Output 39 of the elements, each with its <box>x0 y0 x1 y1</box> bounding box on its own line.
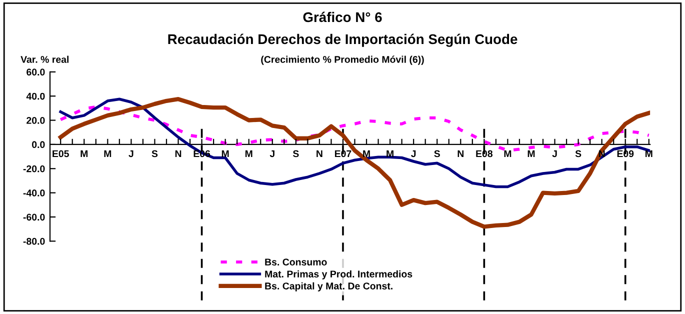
x-tick-label: J <box>411 150 416 158</box>
x-tick-label: S <box>434 150 440 158</box>
y-tick-label: -20.0 <box>23 165 45 172</box>
chart-title: Gráfico N° 6 <box>303 12 382 22</box>
x-tick-label: S <box>152 150 158 158</box>
x-tick-label: J <box>128 150 134 158</box>
y-tick-label: -40.0 <box>23 190 45 196</box>
y-tick-label: 60.0 <box>26 68 45 76</box>
x-tick-label: M <box>528 150 535 158</box>
y-axis-title: Var. % real <box>20 56 69 63</box>
x-tick-label: M <box>104 150 112 158</box>
x-tick-label: M <box>363 150 370 158</box>
x-tick-label: J <box>552 150 557 158</box>
y-tick-label: 0.0 <box>32 141 45 148</box>
x-tick-label: N <box>316 150 322 158</box>
x-tick-label: N <box>458 150 464 158</box>
x-tick-label: S <box>292 150 299 158</box>
x-tick-label: M <box>386 150 394 158</box>
y-tick-label: -60.0 <box>23 214 45 221</box>
x-tick-label: S <box>575 150 582 158</box>
text: (Crecimiento % Promedio Móvil (6)) <box>261 56 424 65</box>
x-tick-label: E05 <box>52 150 69 158</box>
legend-label: Bs. Consumo <box>265 258 327 266</box>
x-tick-label: E08 <box>476 150 493 158</box>
x-tick-label: M <box>504 150 512 158</box>
y-tick-label: 20.0 <box>26 116 45 124</box>
y-tick-label: 40.0 <box>26 92 45 100</box>
x-tick-label: E09 <box>617 150 634 158</box>
x-tick-label: N <box>175 150 182 158</box>
x-tick-label: E07 <box>334 150 352 158</box>
legend-label: Bs. Capital y Mat. De Const. <box>265 282 392 292</box>
x-tick-label: J <box>270 150 274 158</box>
legend-label: Mat. Primas y Prod. Intermedios <box>265 270 412 280</box>
x-tick-label: M <box>245 150 252 158</box>
x-tick-label: M <box>222 150 229 158</box>
chart-subtitle: Recaudación Derechos de Importación Según Cuode <box>168 34 518 47</box>
y-tick-label: -80.0 <box>23 238 45 245</box>
x-tick-label: M <box>80 150 88 158</box>
x-tick-label: M <box>645 150 652 158</box>
